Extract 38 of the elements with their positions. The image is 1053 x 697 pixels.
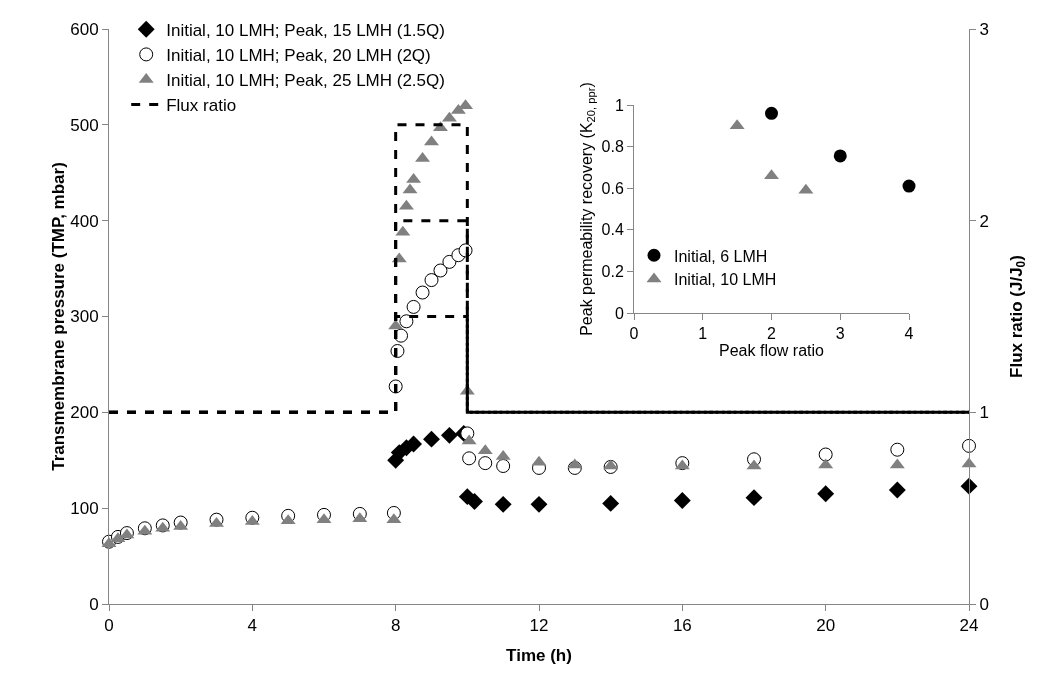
y-tick-label: 0.6: [601, 179, 624, 197]
legend-label: Flux ratio: [166, 96, 237, 116]
y-tick-label: 0.4: [601, 221, 624, 239]
legend-label: Initial, 10 LMH; Peak, 15 LMH (1.5Q): [166, 20, 445, 40]
x-tick-label: 24: [959, 616, 979, 636]
y2-tick-label: 1: [979, 403, 989, 423]
y2-tick-label: 2: [979, 211, 989, 231]
y2-tick-label: 3: [979, 19, 989, 39]
legend-label: Initial, 10 LMH; Peak, 20 LMH (2Q): [166, 46, 431, 66]
legend-label: Initial, 10 LMH: [674, 271, 777, 289]
y-tick-label: 100: [70, 499, 99, 519]
x-tick-label: 20: [816, 616, 836, 636]
x-tick-label: 1: [698, 325, 708, 343]
x-tick-label: 4: [904, 325, 914, 343]
y-tick-label: 600: [70, 19, 99, 39]
x-tick-label: 12: [529, 616, 549, 636]
y-tick-label: 200: [70, 403, 99, 423]
y-tick-label: 0: [89, 594, 99, 614]
x-tick-label: 4: [247, 616, 258, 636]
y-tick-label: 0.8: [601, 138, 624, 156]
x-tick-label: 3: [835, 325, 845, 343]
y-tick-label: 0: [614, 304, 624, 322]
x-tick-label: 0: [104, 616, 114, 636]
x-axis-title: Peak flow ratio: [719, 342, 825, 360]
y-tick-label: 500: [70, 115, 99, 135]
x-axis-title: Time (h): [506, 645, 572, 665]
y-axis-title: Transmembrane pressure (TMP, mbar): [49, 162, 69, 471]
y-tick-label: 1: [614, 96, 624, 114]
x-tick-label: 8: [390, 616, 401, 636]
x-tick-label: 0: [629, 325, 639, 343]
legend-label: Initial, 6 LMH: [674, 247, 768, 265]
x-tick-label: 16: [672, 616, 692, 636]
y2-tick-label: 0: [979, 594, 989, 614]
y-tick-label: 300: [70, 307, 99, 327]
y-tick-label: 0.2: [601, 263, 624, 280]
x-tick-label: 2: [767, 325, 777, 343]
legend-label: Initial, 10 LMH; Peak, 25 LMH (2.5Q): [166, 71, 445, 91]
y-tick-label: 400: [70, 211, 99, 231]
